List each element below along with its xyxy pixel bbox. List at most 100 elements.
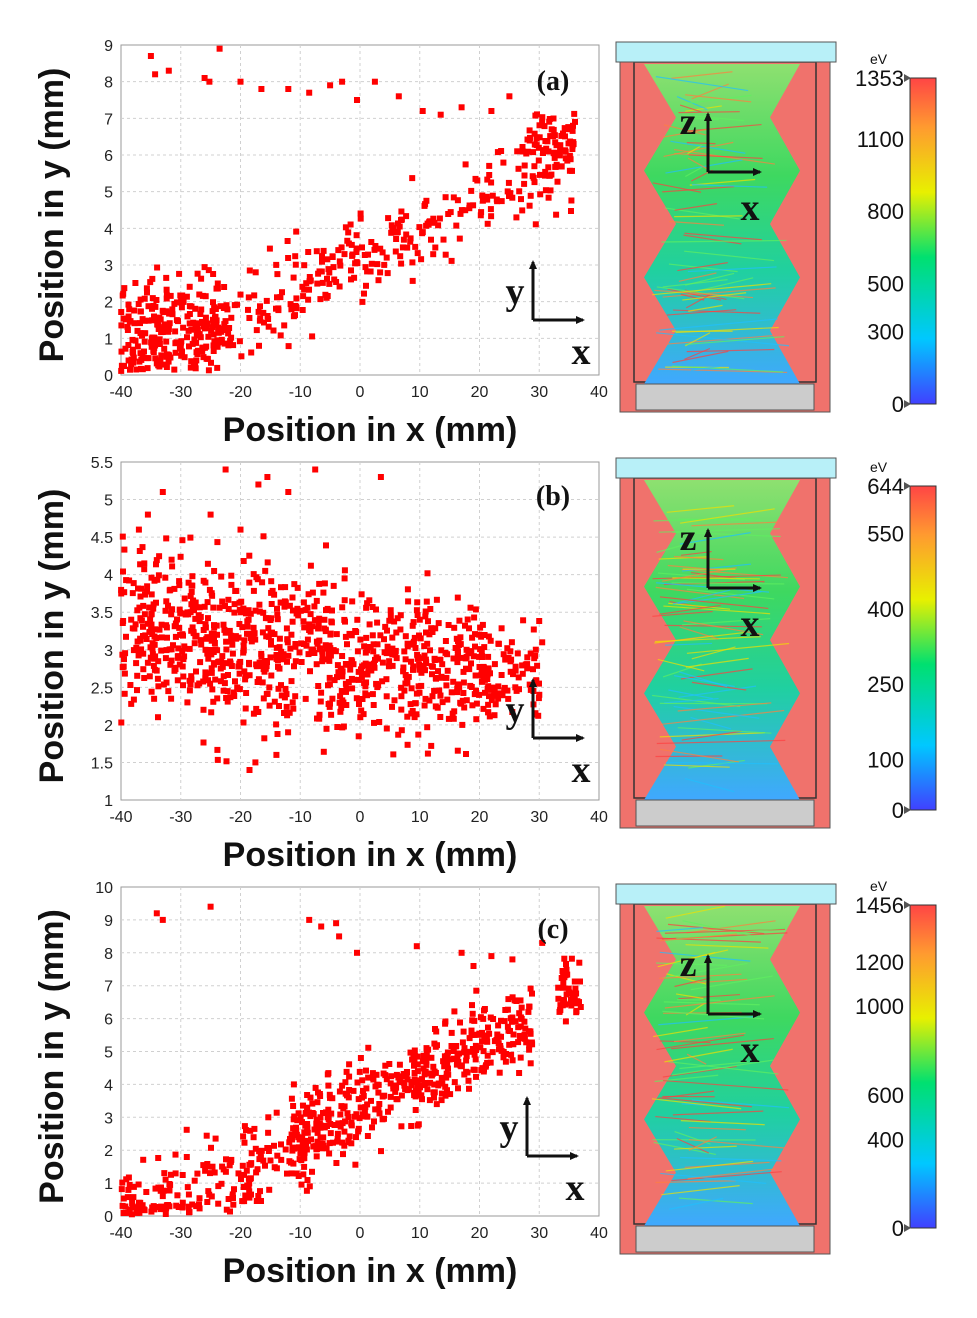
data-point	[501, 687, 508, 694]
data-point	[238, 353, 245, 360]
colorbar-tick-label: 1000	[855, 994, 904, 1019]
data-point	[213, 622, 220, 629]
data-point	[438, 647, 445, 654]
data-point	[144, 583, 151, 590]
data-point	[329, 695, 336, 702]
data-point	[180, 324, 187, 331]
data-point	[292, 658, 299, 665]
data-point	[320, 1110, 326, 1116]
data-point	[498, 1017, 504, 1024]
data-point	[484, 176, 491, 183]
data-point	[467, 604, 474, 611]
y-tick-label: 0	[104, 368, 113, 385]
data-point	[486, 713, 493, 720]
trajectory-line	[671, 71, 733, 79]
data-point	[334, 724, 341, 730]
trajectory-line	[681, 618, 771, 626]
data-point	[561, 997, 567, 1004]
data-point	[430, 251, 437, 258]
data-point	[548, 126, 555, 133]
data-point	[443, 1074, 450, 1081]
data-point	[155, 326, 162, 332]
data-point	[163, 598, 170, 605]
data-point	[210, 630, 217, 637]
data-point	[384, 270, 391, 277]
y-tick-label: 4	[104, 568, 113, 585]
data-point	[124, 1194, 131, 1201]
data-point	[314, 1138, 321, 1145]
data-point	[300, 1102, 306, 1109]
data-point	[251, 1125, 258, 1132]
data-point	[268, 638, 274, 645]
data-point	[268, 578, 275, 585]
data-point	[178, 304, 185, 311]
data-point	[443, 674, 450, 681]
trajectory-line	[690, 716, 732, 730]
data-point	[369, 1070, 376, 1077]
data-point	[307, 562, 314, 569]
data-point	[431, 219, 438, 226]
data-point	[491, 1038, 498, 1045]
data-point	[365, 661, 372, 668]
trajectory-line	[686, 920, 776, 934]
data-point	[473, 1073, 479, 1080]
data-point	[519, 144, 526, 150]
data-point	[302, 695, 309, 702]
data-point	[353, 1111, 360, 1118]
data-point	[198, 306, 205, 313]
data-point	[295, 1134, 302, 1141]
data-point	[256, 601, 263, 608]
data-point	[545, 148, 552, 155]
data-point	[132, 621, 139, 628]
data-point	[290, 607, 296, 614]
data-point	[423, 660, 430, 667]
trajectory-line	[662, 287, 776, 298]
data-point	[436, 687, 443, 694]
data-point	[296, 649, 303, 656]
data-point	[302, 1129, 309, 1136]
data-point	[279, 289, 285, 296]
data-point	[159, 489, 166, 495]
trajectory-line	[665, 905, 725, 919]
data-point	[299, 307, 306, 313]
data-point	[204, 355, 211, 362]
trajectory-line	[669, 1197, 724, 1210]
data-point	[252, 759, 259, 766]
data-point	[204, 650, 211, 657]
data-point	[162, 308, 169, 315]
data-point	[358, 707, 365, 714]
data-point	[354, 648, 361, 655]
data-point	[385, 1108, 391, 1115]
data-point	[425, 1046, 432, 1053]
data-point	[443, 682, 450, 689]
data-point	[346, 1061, 353, 1068]
data-point	[121, 589, 128, 596]
data-point	[122, 1203, 129, 1210]
trajectory-line	[674, 675, 735, 688]
y-tick-label: 3	[104, 1110, 113, 1127]
data-point	[338, 704, 345, 711]
data-point	[307, 628, 314, 635]
data-point	[393, 1071, 400, 1078]
data-point	[193, 349, 200, 356]
trajectory-line	[686, 642, 790, 654]
data-point	[461, 1071, 468, 1078]
data-point	[509, 1014, 516, 1021]
data-point	[291, 1113, 298, 1120]
data-point	[148, 317, 155, 324]
data-point	[325, 1070, 332, 1077]
data-point	[133, 366, 140, 373]
data-point	[383, 693, 390, 700]
data-point	[202, 669, 209, 676]
data-point	[444, 1049, 451, 1056]
trajectory-line	[677, 591, 762, 605]
data-point	[429, 663, 436, 670]
trajectory-line	[690, 975, 773, 991]
data-point	[323, 645, 330, 652]
data-point	[148, 621, 155, 628]
data-point	[433, 675, 439, 682]
data-point	[383, 676, 390, 683]
data-point	[193, 668, 199, 675]
data-point	[293, 295, 300, 302]
y-tick-label: 3	[104, 258, 113, 275]
